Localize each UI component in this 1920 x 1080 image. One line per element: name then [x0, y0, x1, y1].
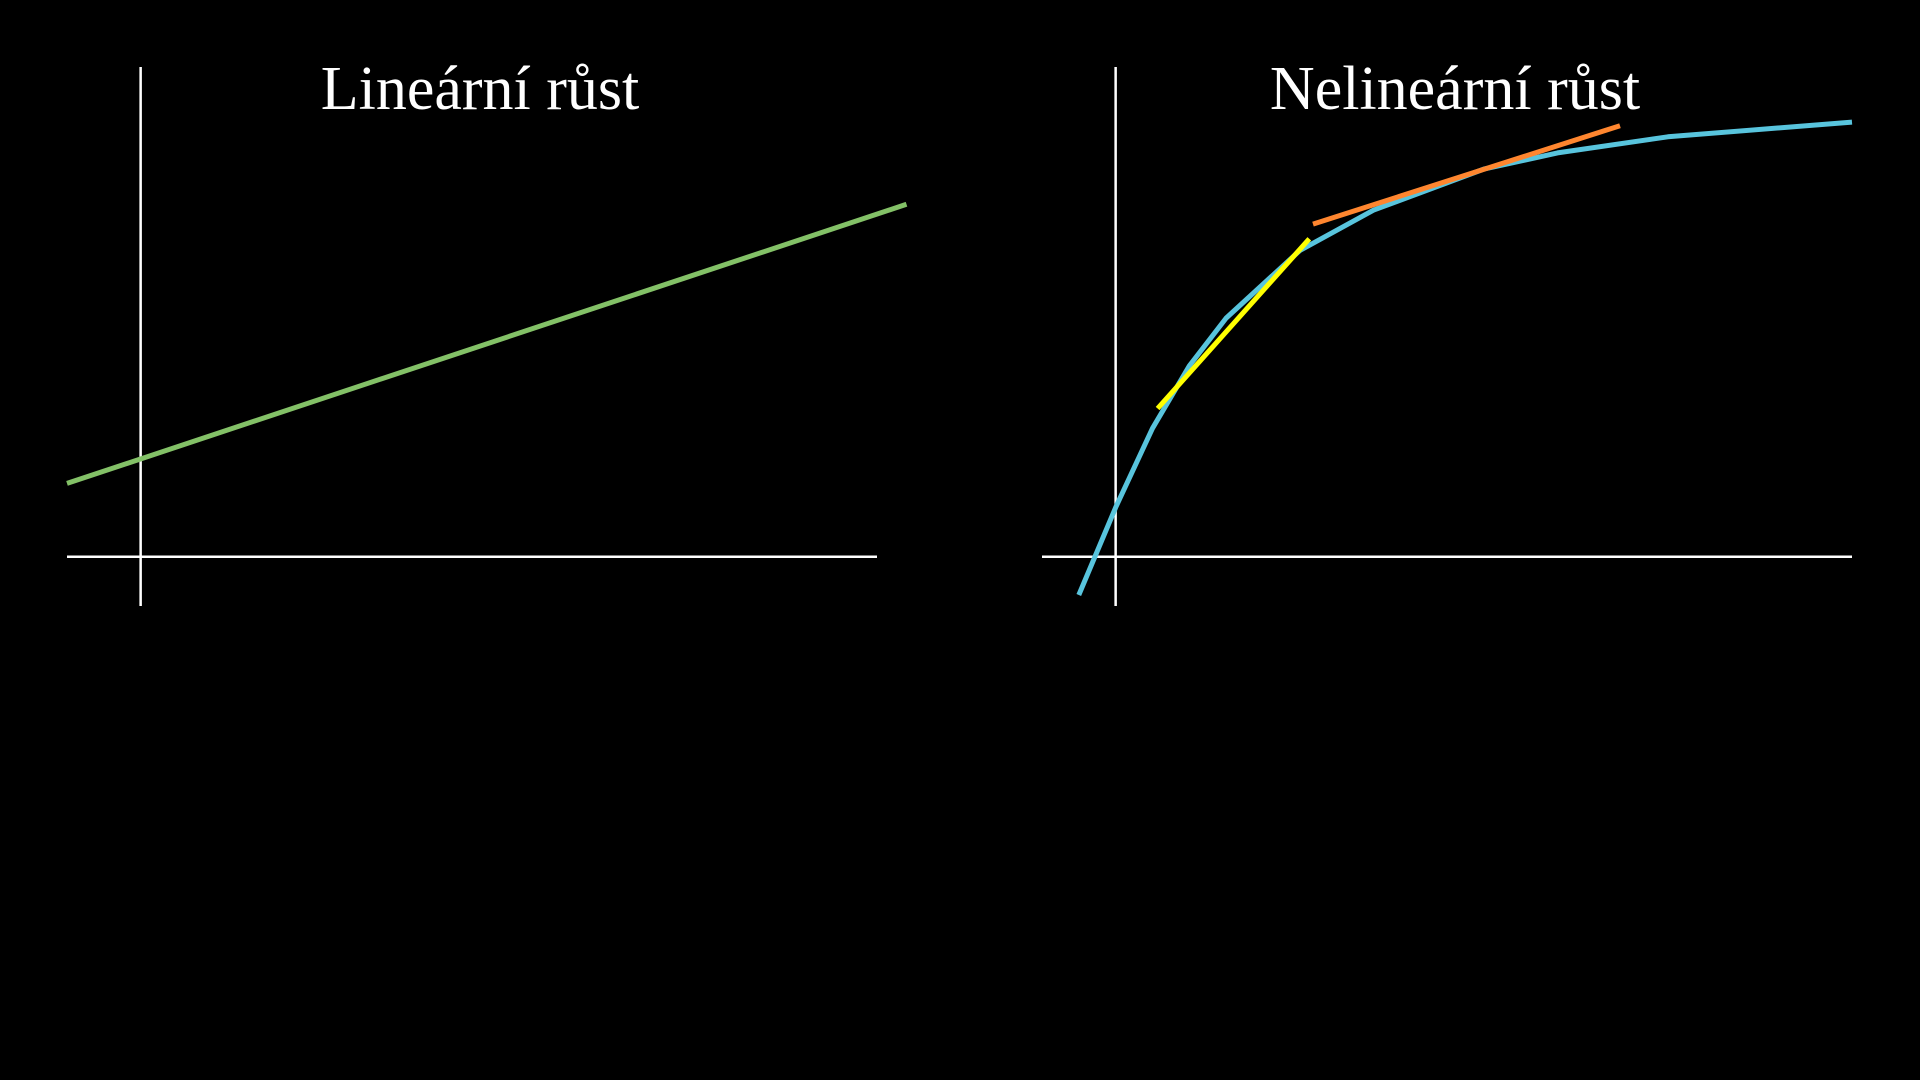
chart-title: Nelineární růst: [1270, 55, 1640, 123]
series-line: [1076, 119, 1853, 596]
series-line: [1312, 123, 1621, 227]
series-line: [1155, 237, 1312, 411]
series-line: [66, 201, 908, 486]
chart-title: Lineární růst: [321, 55, 640, 123]
